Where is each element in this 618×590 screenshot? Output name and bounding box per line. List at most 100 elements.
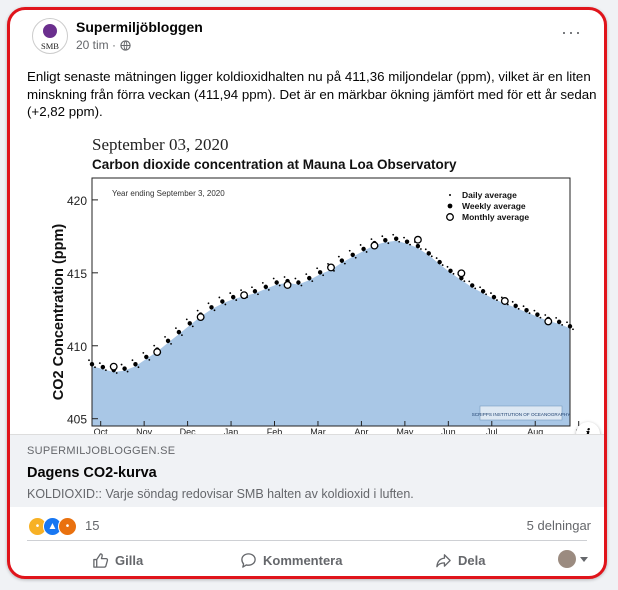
daily-point (283, 276, 286, 278)
reactions-bar: • ▲ • 15 5 delningar (10, 510, 604, 540)
post-header: SMB Supermiljöbloggen 20 tim · ··· (10, 10, 604, 60)
daily-point (264, 287, 267, 290)
post-meta: 20 tim · (76, 38, 131, 52)
daily-point (229, 292, 232, 294)
link-preview[interactable]: SUPERMILJOBLOGGEN.SE Dagens CO2-kurva KO… (10, 434, 604, 507)
weekly-point (263, 284, 269, 290)
weekly-point (524, 308, 529, 313)
share-icon (436, 554, 451, 568)
sad-reaction-icon: • (28, 517, 47, 536)
monthly-point (196, 313, 205, 321)
weekly-point (393, 236, 399, 241)
weekly-point (220, 299, 225, 304)
share-label: Dela (458, 553, 486, 568)
daily-point (539, 316, 542, 319)
daily-point (137, 366, 140, 369)
daily-point (104, 369, 107, 372)
monthly-point (457, 269, 466, 278)
daily-point (178, 332, 180, 335)
daily-point (272, 277, 275, 280)
y-tick-label: 415 (67, 267, 87, 281)
weekly-point (296, 280, 301, 285)
daily-point (235, 299, 238, 301)
daily-point (522, 305, 525, 308)
monthly-point (544, 317, 553, 326)
daily-point (322, 274, 325, 277)
link-description: KOLDIOXID:: Varje söndag redovisar SMB h… (27, 487, 414, 501)
daily-point (267, 288, 270, 291)
daily-point (572, 328, 574, 331)
daily-point (482, 291, 484, 294)
daily-point (387, 242, 390, 245)
page-avatar[interactable]: SMB (32, 18, 68, 54)
weekly-point (470, 283, 475, 288)
daily-point (449, 271, 452, 274)
daily-point (384, 240, 387, 243)
weekly-point (187, 321, 192, 326)
weekly-point (176, 329, 182, 335)
daily-point (365, 251, 368, 253)
thumbs-up-icon (93, 553, 109, 568)
daily-point (297, 283, 300, 285)
x-tick-label: May (396, 427, 414, 434)
daily-point (398, 240, 401, 243)
account-selector[interactable] (558, 550, 588, 568)
daily-point (251, 286, 253, 289)
daily-point (406, 242, 408, 245)
daily-point (175, 327, 177, 329)
page-name[interactable]: Supermiljöbloggen (76, 19, 203, 35)
post-time[interactable]: 20 tim · (76, 38, 117, 52)
chart-date: September 03, 2020 (92, 135, 228, 154)
post-text: Enligt senaste mätningen ligger koldioxi… (27, 69, 597, 119)
weekly-point (361, 246, 366, 252)
more-options-icon[interactable]: ··· (561, 22, 582, 42)
monthly-point (240, 291, 249, 300)
weekly-point (307, 275, 312, 281)
weekly-point (448, 268, 453, 274)
weekly-point (133, 361, 138, 367)
daily-point (112, 370, 115, 373)
daily-point (343, 262, 346, 265)
reaction-count[interactable]: 15 (85, 518, 100, 533)
x-tick-label: Feb (267, 427, 283, 434)
share-button[interactable]: Dela (435, 552, 485, 569)
daily-point (544, 314, 547, 316)
daily-point (496, 299, 498, 301)
daily-point (525, 310, 528, 313)
monthly-point (153, 348, 162, 357)
co2-chart-image[interactable]: September 03, 2020 Carbon dioxide concen… (10, 126, 604, 434)
daily-point (164, 335, 166, 338)
daily-point (417, 246, 419, 249)
daily-point (430, 255, 433, 258)
share-count[interactable]: 5 delningar (526, 518, 591, 533)
globe-icon (120, 39, 131, 51)
daily-point (308, 278, 311, 281)
weekly-point (556, 319, 562, 325)
post-actions: Gilla Kommentera Dela (10, 542, 604, 576)
daily-point (395, 239, 398, 242)
like-button[interactable]: Gilla (92, 552, 143, 569)
weekly-point (383, 237, 388, 243)
x-tick-label: Oct (94, 427, 109, 434)
daily-point (232, 297, 235, 300)
daily-point (511, 300, 514, 303)
weekly-point (426, 251, 431, 256)
monthly-point (500, 297, 509, 305)
legend-entry: Monthly average (462, 212, 529, 222)
x-tick-label: Apr (354, 427, 368, 434)
daily-point (569, 326, 571, 329)
daily-point (294, 277, 297, 280)
daily-point (348, 249, 351, 252)
daily-point (210, 307, 213, 310)
comment-button[interactable]: Kommentera (240, 552, 342, 569)
caret-down-icon (580, 557, 588, 562)
daily-point (278, 284, 281, 287)
daily-point (468, 280, 471, 283)
reaction-icons[interactable]: • ▲ • (28, 517, 77, 536)
daily-point (94, 366, 96, 369)
link-title[interactable]: Dagens CO2-kurva (27, 465, 157, 481)
y-axis-label: CO2 Concentration (ppm) (51, 224, 67, 401)
daily-point (170, 342, 172, 345)
comment-label: Kommentera (263, 553, 343, 568)
daily-point (452, 272, 455, 275)
